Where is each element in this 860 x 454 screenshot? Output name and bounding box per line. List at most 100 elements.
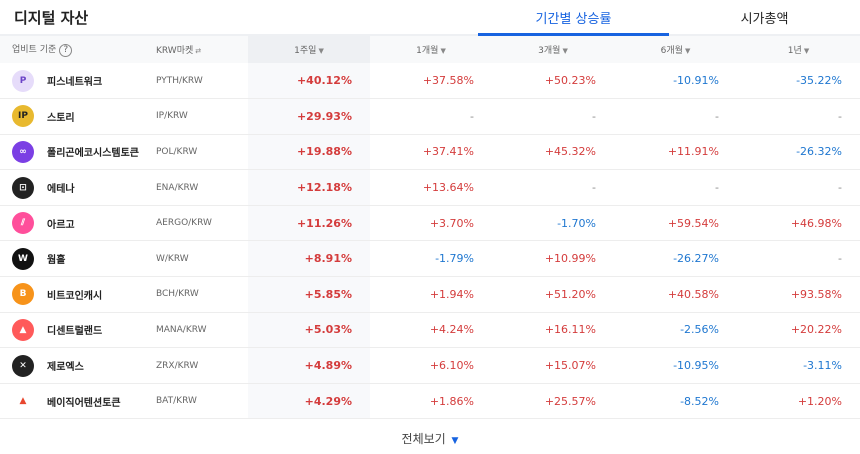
coin-name: 피스네트워크 bbox=[47, 77, 103, 89]
change-value: +93.58% bbox=[790, 287, 842, 301]
change-value: +1.94% bbox=[429, 287, 474, 301]
coin-cell[interactable]: W 웜홀 bbox=[0, 241, 148, 277]
market-pair: BCH/KRW bbox=[156, 289, 199, 300]
asset-table: 업비트 기준? KRW마켓 ⇄ 1주일 ▼ 1개월 ▼ 3개월 ▼ 6개월 ▼ 1년 ▼ P… bbox=[0, 36, 860, 419]
coin-cell[interactable]: ⊡ 에테나 bbox=[0, 170, 148, 206]
coin-name: 에테나 bbox=[47, 184, 75, 196]
coin-logo-icon: ⊡ bbox=[12, 176, 34, 199]
sort-1y[interactable]: 1년 ▼ bbox=[787, 46, 810, 56]
coin-logo-icon: ▲ bbox=[12, 390, 34, 413]
coin-cell[interactable]: ✕ 제로엑스 bbox=[0, 348, 148, 384]
sort-1m[interactable]: 1개월 ▼ bbox=[416, 46, 446, 56]
table-row[interactable]: ▲ 디센트럴랜드 MANA/KRW +5.03% +4.24% +16.11% -2.56%… bbox=[0, 312, 860, 348]
change-value: +29.93% bbox=[248, 98, 370, 135]
change-value: -2.56% bbox=[680, 323, 719, 337]
change-value: +4.29% bbox=[248, 383, 370, 419]
coin-name: 스토리 bbox=[47, 112, 75, 124]
header: 디지털 자산 기간별 상승률 시가총액 bbox=[0, 0, 860, 36]
coin-name: 폴리곤에코시스템토큰 bbox=[47, 148, 139, 160]
coin-logo-icon: ⫽ bbox=[12, 212, 34, 235]
table-header: 업비트 기준? KRW마켓 ⇄ 1주일 ▼ 1개월 ▼ 3개월 ▼ 6개월 ▼ 1년 ▼ bbox=[0, 36, 860, 63]
coin-name: 웜홀 bbox=[47, 255, 66, 267]
change-value: -8.52% bbox=[680, 394, 719, 408]
table-row[interactable]: P 피스네트워크 PYTH/KRW +40.12% +37.58% +50.23% -10.… bbox=[0, 63, 860, 99]
change-value: +51.20% bbox=[544, 287, 596, 301]
change-value: - bbox=[838, 181, 842, 195]
change-value: +45.32% bbox=[544, 145, 596, 159]
sort-down-icon: ▼ bbox=[803, 47, 810, 55]
basis-label: 업비트 기준? bbox=[0, 36, 148, 63]
coin-cell[interactable]: P 피스네트워크 bbox=[0, 63, 148, 99]
change-value: +20.22% bbox=[790, 323, 842, 337]
change-value: +19.88% bbox=[248, 134, 370, 170]
table-row[interactable]: ⊡ 에테나 ENA/KRW +12.18% +13.64% - - - bbox=[0, 169, 860, 206]
change-value: -10.91% bbox=[673, 74, 719, 88]
coin-logo-icon: B bbox=[12, 283, 34, 306]
table-row[interactable]: ⫽ 아르고 AERGO/KRW +11.26% +3.70% -1.70% +59.54% +… bbox=[0, 205, 860, 241]
change-value: +37.58% bbox=[422, 74, 474, 88]
change-value: - bbox=[592, 109, 596, 123]
sort-6m[interactable]: 6개월 ▼ bbox=[660, 46, 691, 56]
change-value: +11.91% bbox=[667, 145, 719, 159]
market-pair: ENA/KRW bbox=[156, 182, 199, 193]
tab-market-cap[interactable]: 시가총액 bbox=[740, 12, 789, 27]
table-row[interactable]: IP 스토리 IP/KRW +29.93% - - - - bbox=[0, 98, 860, 135]
change-value: +40.58% bbox=[667, 287, 719, 301]
table-row[interactable]: ▲ 베이직어텐션토큰 BAT/KRW +4.29% +1.86% +25.57% -8.52… bbox=[0, 383, 860, 419]
coin-cell[interactable]: IP 스토리 bbox=[0, 99, 148, 135]
change-value: -1.79% bbox=[435, 252, 474, 266]
change-value: +12.18% bbox=[248, 169, 370, 206]
change-value: -26.27% bbox=[673, 252, 719, 266]
market-pair: AERGO/KRW bbox=[156, 218, 212, 229]
change-value: - bbox=[838, 109, 842, 123]
change-value: +4.89% bbox=[248, 347, 370, 384]
coin-logo-icon: IP bbox=[12, 105, 34, 128]
coin-logo-icon: ∞ bbox=[12, 140, 34, 163]
market-pair: PYTH/KRW bbox=[156, 75, 203, 86]
change-value: +8.91% bbox=[248, 240, 370, 277]
sort-3m[interactable]: 3개월 ▼ bbox=[538, 46, 568, 56]
market-pair: W/KRW bbox=[156, 253, 189, 264]
table-row[interactable]: B 비트코인캐시 BCH/KRW +5.85% +1.94% +51.20% +40.58%… bbox=[0, 276, 860, 313]
change-value: - bbox=[715, 109, 719, 123]
market-toggle[interactable]: KRW마켓 ⇄ bbox=[156, 46, 202, 56]
change-value: +1.86% bbox=[429, 394, 474, 408]
swap-icon: ⇄ bbox=[195, 47, 202, 55]
table-row[interactable]: ∞ 폴리곤에코시스템토큰 POL/KRW +19.88% +37.41% +45.32% +… bbox=[0, 134, 860, 170]
tab-period-gain[interactable]: 기간별 상승률 bbox=[478, 8, 669, 36]
change-value: +46.98% bbox=[790, 216, 842, 230]
change-value: - bbox=[592, 181, 596, 195]
change-value: - bbox=[838, 252, 842, 266]
view-all-button[interactable]: 전체보기 ▼ bbox=[401, 432, 459, 447]
change-value: +3.70% bbox=[429, 216, 474, 230]
change-value: +15.07% bbox=[544, 359, 596, 373]
sort-down-icon: ▼ bbox=[562, 47, 568, 55]
help-icon[interactable]: ? bbox=[59, 44, 73, 57]
table-row[interactable]: W 웜홀 W/KRW +8.91% -1.79% +10.99% -26.27% - bbox=[0, 240, 860, 277]
coin-cell[interactable]: ⫽ 아르고 bbox=[0, 205, 148, 241]
market-pair: MANA/KRW bbox=[156, 324, 207, 335]
change-value: -26.32% bbox=[796, 145, 842, 159]
change-value: +37.41% bbox=[422, 145, 474, 159]
coin-logo-icon: W bbox=[12, 247, 34, 270]
change-value: -1.70% bbox=[557, 216, 596, 230]
coin-cell[interactable]: ∞ 폴리곤에코시스템토큰 bbox=[0, 134, 148, 170]
coin-cell[interactable]: ▲ 베이직어텐션토큰 bbox=[0, 383, 148, 419]
coin-cell[interactable]: B 비트코인캐시 bbox=[0, 277, 148, 313]
change-value: - bbox=[715, 181, 719, 195]
coin-name: 베이직어텐션토큰 bbox=[47, 397, 121, 409]
change-value: +5.03% bbox=[248, 312, 370, 348]
coin-logo-icon: ▲ bbox=[12, 318, 34, 341]
coin-name: 비트코인캐시 bbox=[47, 290, 103, 302]
sort-down-icon: ▼ bbox=[440, 47, 446, 55]
sort-1w[interactable]: 1주일 ▼ bbox=[248, 36, 370, 63]
change-value: +59.54% bbox=[667, 216, 719, 230]
change-value: +40.12% bbox=[248, 63, 370, 99]
change-value: +13.64% bbox=[422, 181, 474, 195]
change-value: +16.11% bbox=[544, 323, 596, 337]
change-value: +1.20% bbox=[797, 394, 842, 408]
coin-cell[interactable]: ▲ 디센트럴랜드 bbox=[0, 312, 148, 348]
table-row[interactable]: ✕ 제로엑스 ZRX/KRW +4.89% +6.10% +15.07% -10.95% -3… bbox=[0, 347, 860, 384]
coin-name: 아르고 bbox=[47, 219, 75, 231]
change-value: -10.95% bbox=[673, 359, 719, 373]
